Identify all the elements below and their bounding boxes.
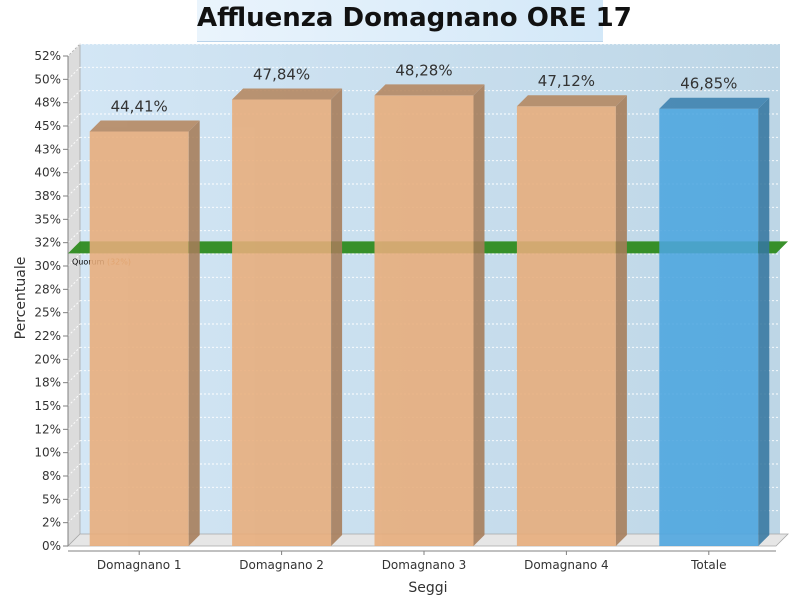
grid-line: [67, 323, 81, 337]
y-tick-label: 50%: [34, 72, 61, 86]
grid-line: [67, 417, 81, 430]
x-tick-label: Totale: [690, 558, 726, 572]
bar-value-label: 48,28%: [395, 61, 452, 79]
grid-line: [67, 510, 81, 523]
grid-line: [67, 160, 81, 173]
y-tick-label: 38%: [34, 189, 61, 203]
bar-value-label: 47,84%: [253, 65, 310, 83]
bar-side: [331, 88, 343, 546]
y-tick-label: 45%: [34, 119, 61, 133]
grid-line: [67, 370, 81, 383]
bar-front: [659, 108, 759, 546]
bar-front: [89, 131, 189, 547]
y-tick-label: 25%: [34, 306, 61, 320]
grid-line: [67, 277, 81, 290]
grid-line: [67, 207, 81, 220]
y-tick-label: 22%: [34, 329, 61, 343]
y-tick-label: 32%: [34, 236, 61, 250]
x-tick-label: Domagnano 2: [239, 558, 324, 572]
grid-line: [67, 393, 81, 407]
bar-value-label: 44,41%: [111, 98, 168, 116]
y-tick-label: 40%: [34, 166, 61, 180]
grid-line: [67, 230, 81, 243]
bar-side: [615, 95, 627, 547]
x-tick-label: Domagnano 4: [524, 558, 609, 572]
x-axis-title: Seggi: [408, 580, 447, 596]
y-tick-label: 12%: [34, 422, 61, 436]
y-tick-label: 10%: [34, 446, 61, 460]
plot-side-wall: [67, 43, 81, 547]
y-tick-label: 15%: [34, 399, 61, 413]
grid-line: [67, 347, 81, 360]
y-tick-label: 2%: [42, 516, 61, 530]
bar: [516, 95, 627, 547]
y-tick-label: 20%: [34, 352, 61, 366]
y-tick-label: 0%: [42, 539, 61, 553]
y-tick-label: 18%: [34, 376, 61, 390]
y-tick-label: 28%: [34, 282, 61, 296]
chart-title: Affluenza Domagnano ORE 17: [197, 3, 632, 33]
y-tick-label: 8%: [42, 469, 61, 483]
y-tick-label: 35%: [34, 212, 61, 226]
grid-line: [67, 67, 81, 80]
x-tick-label: Domagnano 3: [382, 558, 467, 572]
bar-top: [232, 88, 343, 100]
bar-side: [188, 120, 200, 547]
bar-value-label: 47,12%: [538, 72, 595, 90]
bar-side: [473, 84, 485, 547]
bar-front: [232, 99, 332, 546]
y-tick-label: 5%: [42, 492, 61, 506]
bar-value-label: 46,85%: [680, 75, 737, 93]
y-axis-title: Percentuale: [13, 257, 29, 340]
bar-top: [659, 97, 770, 109]
bar-side: [758, 97, 770, 546]
bar-front: [516, 106, 616, 547]
bar: [232, 88, 343, 546]
grid-line: [67, 137, 81, 150]
bar-top: [89, 120, 200, 132]
y-tick-label: 48%: [34, 96, 61, 110]
grid-line: [67, 113, 81, 127]
bar: [659, 97, 770, 546]
x-tick-label: Domagnano 1: [97, 558, 182, 572]
grid-line: [67, 43, 81, 57]
y-tick-label: 43%: [34, 142, 61, 156]
bar: [89, 120, 200, 547]
grid-line: [67, 487, 81, 500]
bar-front: [374, 95, 474, 547]
bar-top: [516, 95, 627, 107]
grid-line: [67, 440, 81, 453]
grid-line: [67, 300, 81, 313]
grid-line: [67, 463, 81, 477]
y-tick-label: 30%: [34, 259, 61, 273]
y-tick-label: 52%: [34, 49, 61, 63]
bar: [374, 84, 485, 547]
grid-line: [67, 183, 81, 197]
grid-line: [67, 253, 81, 267]
bar-top: [374, 84, 485, 96]
grid-line: [67, 90, 81, 103]
chart-title-background: [197, 0, 603, 42]
